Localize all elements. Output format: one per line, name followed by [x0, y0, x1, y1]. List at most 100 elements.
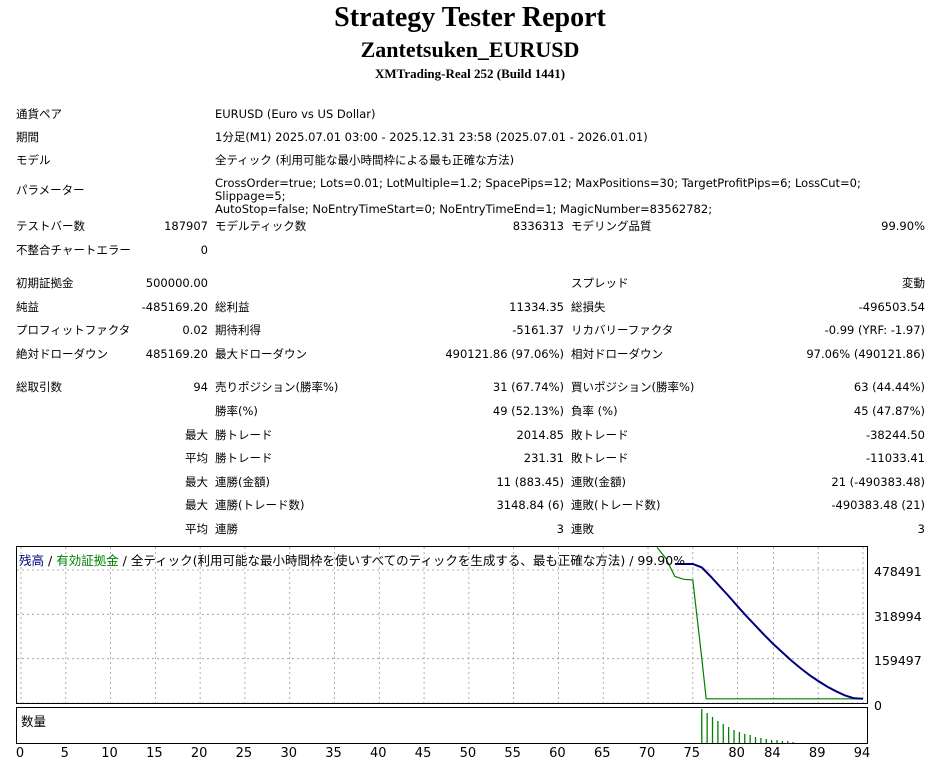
cons-loss-cnt-label: 連敗(トレード数) — [571, 498, 661, 512]
quality-value: 99.90% — [881, 219, 925, 233]
bars-label: テストバー数 — [16, 219, 85, 233]
legend-balance: 残高 — [19, 553, 45, 568]
balance-chart-svg — [17, 547, 867, 703]
long-label: 買いポジション(勝率%) — [571, 380, 695, 394]
y-tick-label: 478491 — [874, 564, 922, 579]
short-label: 売りポジション(勝率%) — [215, 380, 339, 394]
pf-label: プロフィットファクタ — [16, 323, 131, 337]
chart-legend: 残高 / 有効証拠金 / 全ティック(利用可能な最小時間枠を使いすべてのティック… — [19, 550, 685, 569]
model-value: 全ティック (利用可能な最小時間枠による最も正確な方法) — [215, 153, 515, 167]
avg-win-trade-label: 勝トレード — [215, 451, 273, 465]
equity-line — [656, 547, 863, 700]
abs-dd-value: 485169.20 — [145, 347, 208, 361]
x-tick-label: 40 — [370, 746, 387, 761]
gross-loss-label: 総損失 — [571, 300, 606, 314]
x-tick-label: 20 — [190, 746, 208, 761]
deposit-label: 初期証拠金 — [16, 276, 74, 290]
expected-value: -5161.37 — [512, 323, 564, 337]
model-label: モデル — [16, 153, 51, 167]
x-tick-label: 60 — [549, 746, 566, 761]
ea-name: Zantetsuken_EURUSD — [360, 37, 580, 62]
params-label: パラメーター — [16, 183, 85, 197]
mismatch-label: 不整合チャートエラー — [16, 243, 131, 257]
expected-label: 期待利得 — [215, 323, 261, 337]
ticks-value: 8336313 — [512, 219, 564, 233]
gross-profit-value: 11334.35 — [509, 300, 564, 314]
win-rate-label: 勝率(%) — [215, 404, 258, 418]
cons-loss-cnt-value: -490383.48 (21) — [831, 498, 925, 512]
y-tick-label: 0 — [874, 698, 882, 713]
y-tick-label: 159497 — [874, 653, 922, 668]
avg-label-2: 平均 — [185, 522, 208, 536]
max-win-trade-label: 勝トレード — [215, 428, 273, 442]
max-label-3: 最大 — [185, 498, 208, 512]
avg-loss-value: -11033.41 — [865, 451, 925, 465]
abs-dd-label: 絶対ドローダウン — [16, 347, 108, 361]
recovery-value: -0.99 (YRF: -1.97) — [824, 323, 925, 337]
period-label: 期間 — [16, 130, 39, 144]
cons-loss-label: 連敗 — [571, 522, 594, 536]
max-loss-trade-label: 敗トレード — [571, 428, 629, 442]
loss-rate-label: 負率 (%) — [571, 404, 618, 418]
server-build: XMTrading-Real 252 (Build 1441) — [374, 66, 566, 81]
max-loss-value: -38244.50 — [865, 428, 925, 442]
symbol-value: EURUSD (Euro vs US Dollar) — [215, 107, 376, 121]
ticks-label: モデルティック数 — [215, 219, 307, 233]
legend-model: / 全ティック(利用可能な最小時間枠を使いすべてのティックを生成する、最も正確な… — [118, 553, 686, 568]
x-tick-label: 70 — [638, 746, 656, 761]
x-tick-label: 25 — [235, 746, 253, 761]
long-value: 63 (44.44%) — [853, 380, 925, 394]
report-title: Strategy Tester Report — [334, 2, 606, 33]
x-tick-label: 15 — [146, 746, 163, 761]
mismatch-value: 0 — [200, 243, 208, 257]
avg-label: 平均 — [185, 451, 208, 465]
bars-value: 187907 — [164, 219, 208, 233]
x-tick-label: 80 — [728, 746, 745, 761]
cons-loss-value: 3 — [917, 522, 925, 536]
params-line-2: AutoStop=false; NoEntryTimeStart=0; NoEn… — [215, 202, 713, 216]
avg-win-value: 231.31 — [523, 451, 564, 465]
x-tick-label: 10 — [101, 746, 118, 761]
period-value: 1分足(M1) 2025.07.01 03:00 - 2025.12.31 23… — [215, 130, 648, 144]
cons-win-label: 連勝 — [215, 522, 238, 536]
rel-dd-value: 97.06% (490121.86) — [806, 347, 925, 361]
cons-loss-amt-value: 21 (-490383.48) — [831, 475, 925, 489]
volume-svg — [701, 709, 794, 743]
params-value: CrossOrder=true; Lots=0.01; LotMultiple=… — [215, 177, 915, 216]
x-tick-label: 45 — [414, 746, 432, 761]
x-tick-label: 55 — [504, 746, 521, 761]
gross-loss-value: -496503.54 — [858, 300, 925, 314]
balance-line — [674, 563, 864, 700]
quality-label: モデリング品質 — [571, 219, 652, 233]
balance-chart: 残高 / 有効証拠金 / 全ティック(利用可能な最小時間枠を使いすべてのティック… — [16, 546, 868, 704]
legend-equity: 有効証拠金 — [56, 553, 119, 568]
x-tick-label: 30 — [280, 746, 297, 761]
volume-label: 数量 — [21, 714, 47, 729]
x-tick-label: 94 — [853, 746, 871, 761]
volume-panel: 数量 — [16, 707, 868, 744]
params-line-1: CrossOrder=true; Lots=0.01; LotMultiple=… — [215, 176, 861, 203]
symbol-label: 通貨ペア — [16, 107, 62, 121]
rel-dd-label: 相対ドローダウン — [571, 347, 663, 361]
x-tick-label: 35 — [325, 746, 342, 761]
win-rate-value: 49 (52.13%) — [492, 404, 564, 418]
x-tick-label: 50 — [459, 746, 477, 761]
loss-rate-value: 45 (47.87%) — [853, 404, 925, 418]
pf-value: 0.02 — [182, 323, 208, 337]
x-tick-label: 84 — [764, 746, 781, 761]
y-tick-label: 318994 — [874, 609, 922, 624]
cons-win-cnt-label: 連勝(トレード数) — [215, 498, 305, 512]
x-tick-label: 0 — [15, 746, 25, 761]
deposit-value: 500000.00 — [145, 276, 208, 290]
x-tick-label: 65 — [593, 746, 611, 761]
legend-separator: / — [44, 553, 57, 568]
spread-label: スプレッド — [571, 276, 629, 290]
cons-win-amt-value: 11 (883.45) — [496, 475, 564, 489]
trades-value: 94 — [193, 380, 208, 394]
cons-win-cnt-value: 3148.84 (6) — [496, 498, 564, 512]
x-tick-label: 75 — [683, 746, 701, 761]
spread-value: 変動 — [902, 276, 925, 290]
avg-loss-trade-label: 敗トレード — [571, 451, 629, 465]
x-tick-label: 89 — [808, 746, 826, 761]
max-label: 最大 — [185, 428, 208, 442]
